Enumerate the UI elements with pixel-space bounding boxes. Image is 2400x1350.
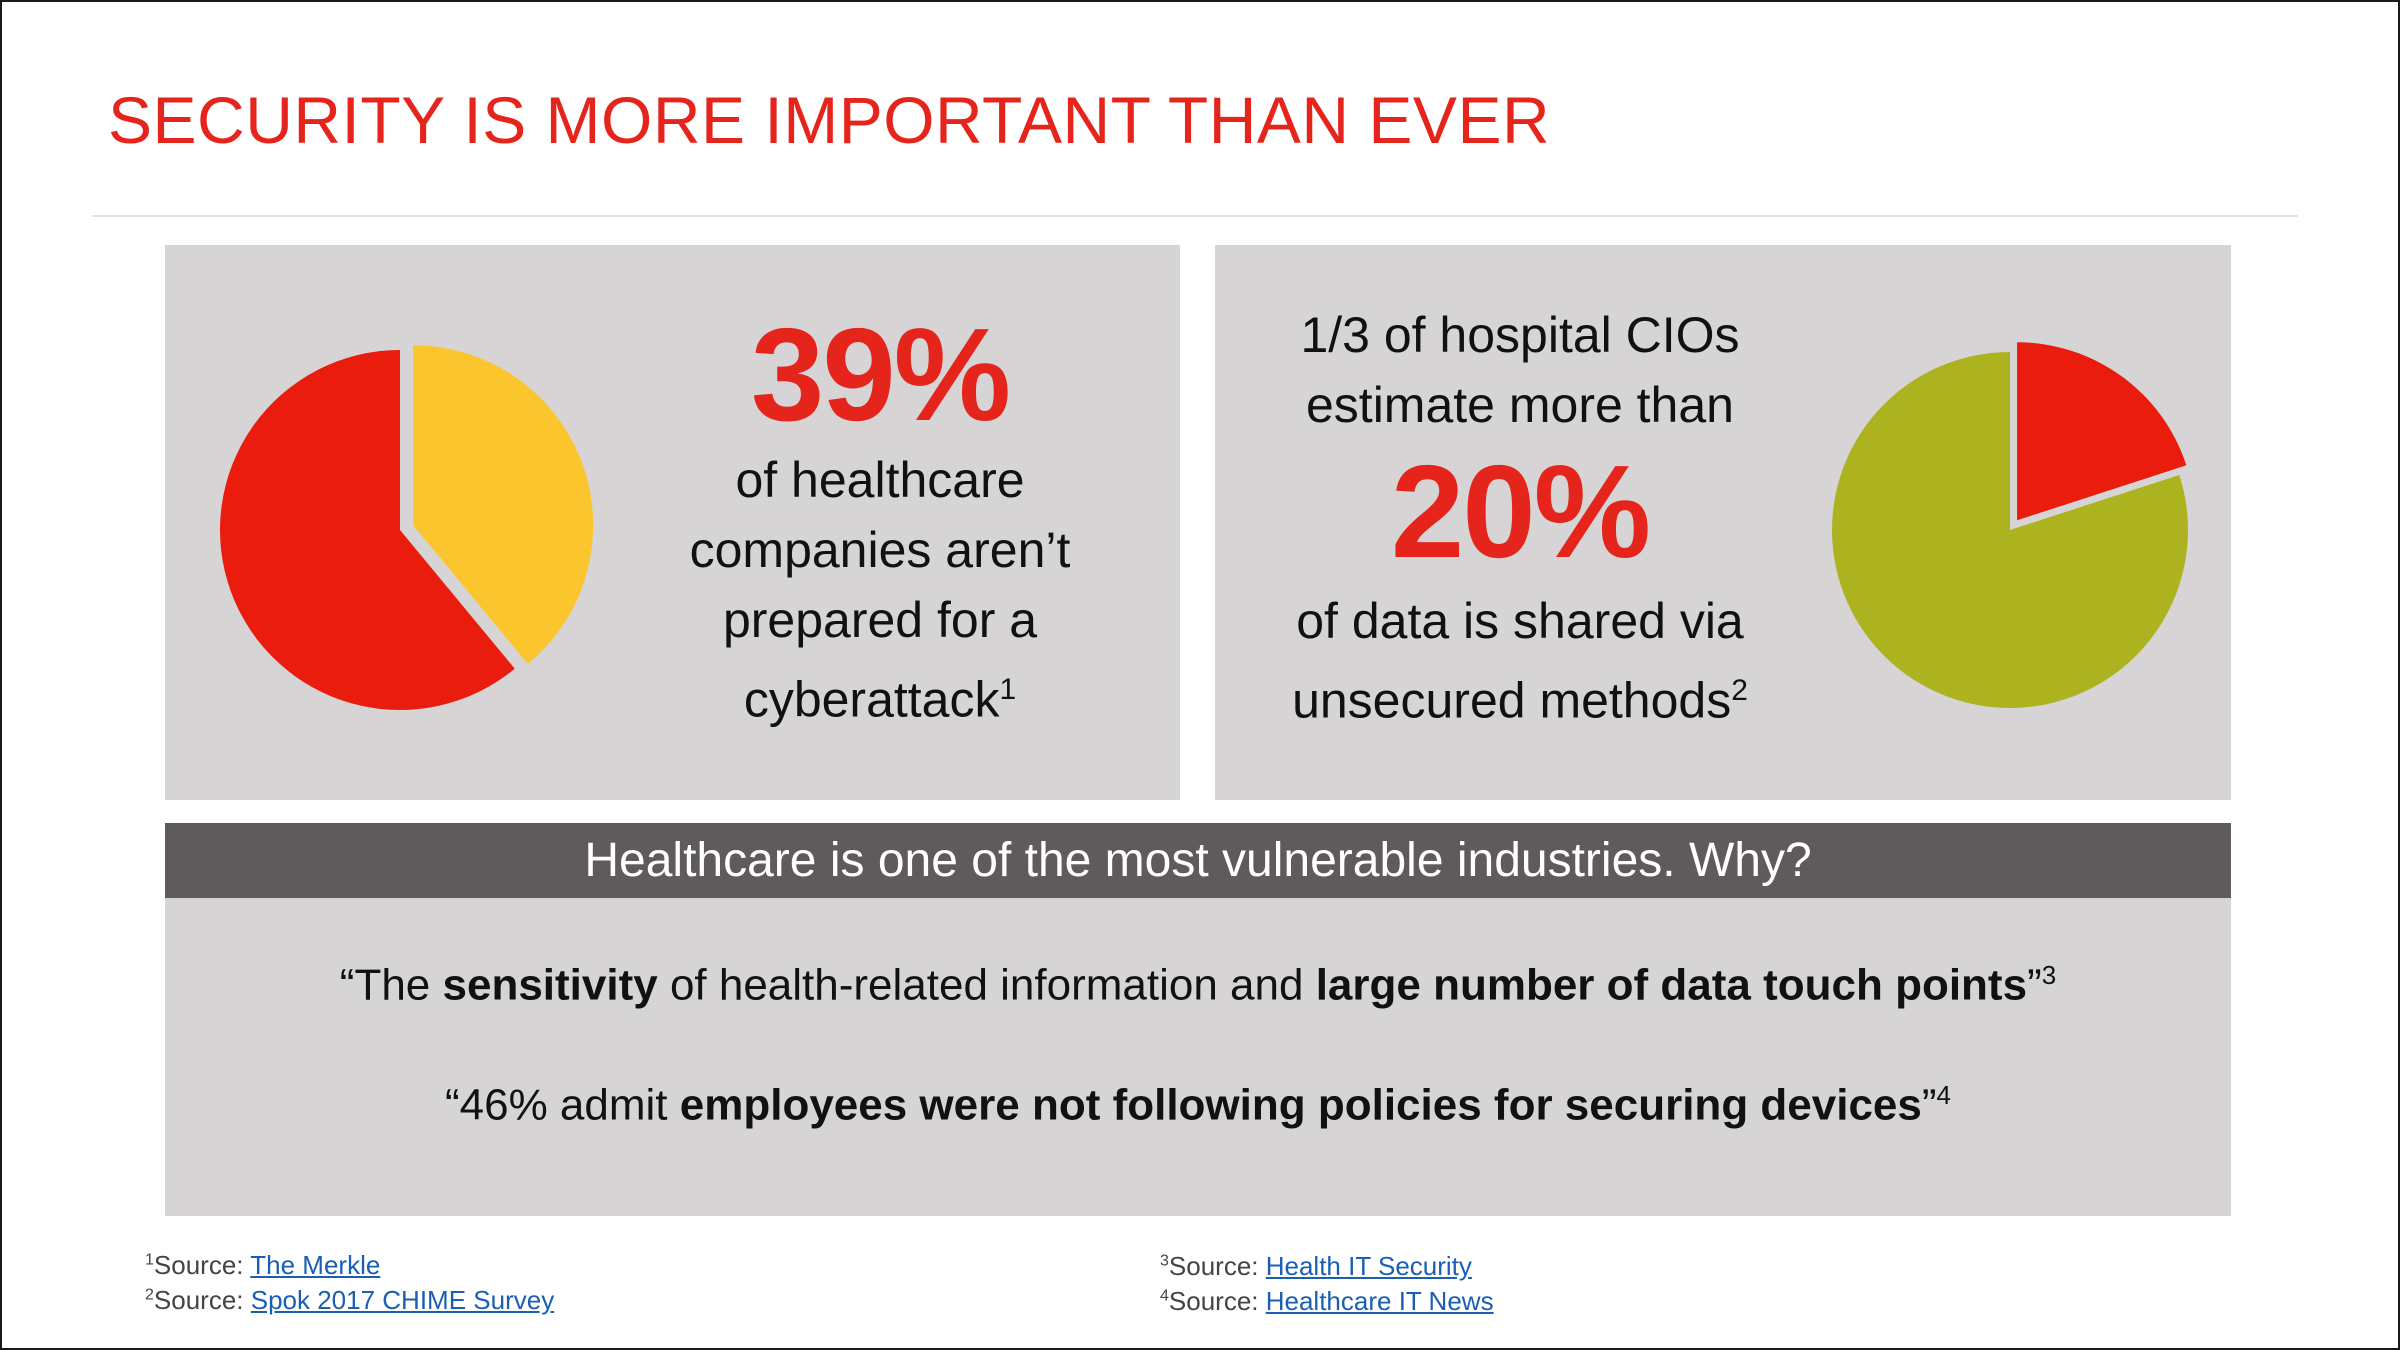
why-heading-bar: Healthcare is one of the most vulnerable…: [165, 823, 2231, 898]
source-1-prefix: Source:: [153, 1250, 251, 1280]
source-1: 1Source: The Merkle: [145, 1250, 380, 1281]
source-3: 3Source: Health IT Security: [1160, 1251, 1472, 1282]
source-2-prefix: Source:: [153, 1285, 251, 1315]
left-desc-line-3: prepared for a: [722, 592, 1038, 648]
right-desc-line-2-text: unsecured methods: [1292, 672, 1732, 729]
left-desc-line-4: cyberattack1: [640, 655, 1120, 735]
source-1-num: 1: [145, 1251, 154, 1269]
quote-1-close: ”: [2027, 960, 2042, 1010]
right-desc-line-1: of data is shared via: [1296, 593, 1744, 649]
footnote-ref-4: 4: [1936, 1080, 1951, 1110]
quote-2-close: ”: [1921, 1080, 1937, 1130]
left-stat-text: 39% of healthcare companies aren’t prepa…: [640, 305, 1120, 735]
left-stat-desc: of healthcare companies aren’t prepared …: [640, 445, 1120, 735]
left-desc-line-2: companies aren’t: [689, 522, 1071, 578]
left-desc-line-1: of healthcare: [735, 452, 1025, 508]
source-1-link[interactable]: The Merkle: [250, 1250, 381, 1280]
left-pie-chart: [220, 345, 594, 710]
source-2-link[interactable]: Spok 2017 CHIME Survey: [250, 1285, 555, 1315]
pie-right-slice-0: [2017, 342, 2187, 521]
quote-1-bold-touch-points: large number of data touch points: [1315, 960, 2028, 1010]
source-4: 4Source: Healthcare IT News: [1160, 1286, 1494, 1317]
source-3-prefix: Source:: [1168, 1251, 1266, 1281]
quote-1-open: “The: [339, 960, 443, 1010]
quote-1-bold-sensitivity: sensitivity: [442, 960, 658, 1010]
source-4-link[interactable]: Healthcare IT News: [1265, 1286, 1494, 1316]
footnote-ref-1: 1: [999, 673, 1017, 706]
slide-title: SECURITY IS MORE IMPORTANT THAN EVER: [108, 83, 1551, 157]
source-3-num: 3: [1160, 1252, 1169, 1270]
left-stat-percent: 39%: [750, 301, 1011, 448]
pie-right-slice-1: [1832, 352, 2188, 708]
quote-2-bold-policies: employees were not following policies fo…: [679, 1080, 1922, 1130]
pie-left-slice-0: [413, 345, 594, 664]
quote-employees: “46% admit employees were not following …: [165, 1080, 2231, 1131]
quotes-panel: “The sensitivity of health-related infor…: [165, 898, 2231, 1216]
right-intro-line-2: estimate more than: [1306, 377, 1734, 433]
source-4-prefix: Source:: [1168, 1286, 1266, 1316]
left-desc-line-4-text: cyberattack: [743, 671, 1000, 728]
source-3-link[interactable]: Health IT Security: [1265, 1251, 1472, 1281]
quote-sensitivity: “The sensitivity of health-related infor…: [165, 960, 2231, 1011]
pie-left-slice-1: [220, 350, 515, 710]
right-stat-percent: 20%: [1390, 438, 1651, 585]
footnote-ref-2: 2: [1731, 674, 1748, 707]
quote-2-open: “46% admit: [444, 1080, 680, 1130]
right-stat-text: 1/3 of hospital CIOs estimate more than …: [1240, 300, 1800, 736]
right-stat-desc: of data is shared via unsecured methods2: [1240, 586, 1800, 736]
right-desc-line-2: unsecured methods2: [1240, 656, 1800, 736]
source-2: 2Source: Spok 2017 CHIME Survey: [145, 1285, 554, 1316]
right-intro-line-1: 1/3 of hospital CIOs: [1300, 307, 1740, 363]
source-4-num: 4: [1160, 1287, 1169, 1305]
title-divider: [92, 215, 2298, 217]
right-stat-intro: 1/3 of hospital CIOs estimate more than: [1240, 300, 1800, 440]
source-2-num: 2: [145, 1286, 154, 1304]
footnote-ref-3: 3: [2041, 960, 2057, 990]
right-pie-chart: [1832, 342, 2188, 708]
quote-1-mid: of health-related information and: [657, 960, 1316, 1010]
